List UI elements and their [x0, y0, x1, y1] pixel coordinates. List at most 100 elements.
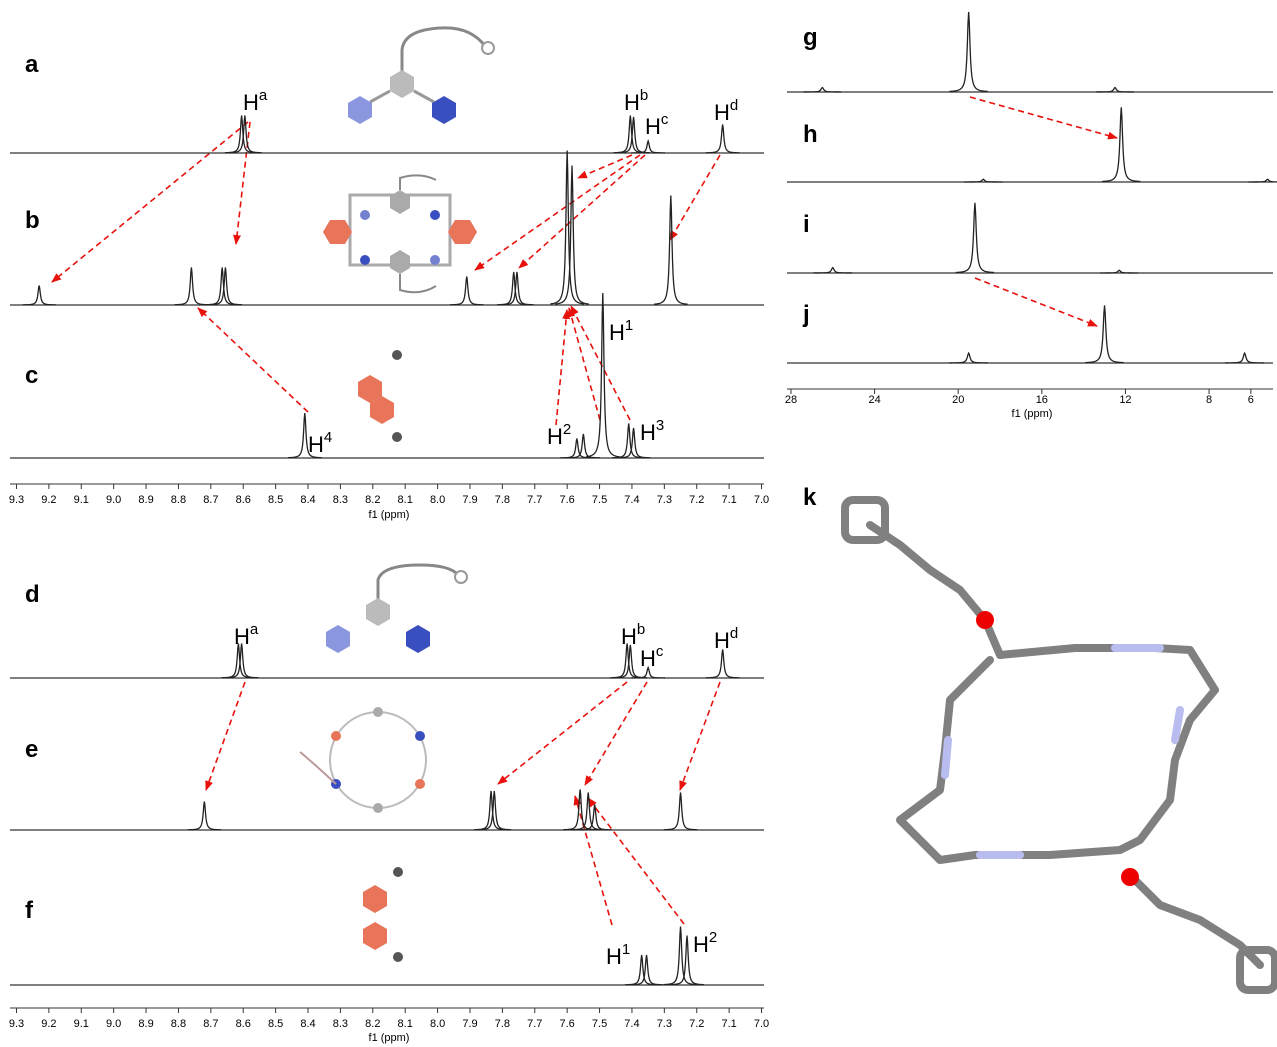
x-tick-label: 8.7 [203, 1018, 218, 1030]
peak-label-text: H [308, 432, 324, 457]
x-tick-label: 9.1 [74, 494, 89, 506]
x-tick-label: 7.0 [754, 494, 769, 506]
x-tick-label: 8.5 [268, 1018, 283, 1030]
x-tick-label: 7.1 [721, 1018, 736, 1030]
x-tick-label: 7.8 [495, 494, 510, 506]
peak [956, 203, 994, 273]
peak-label-sup: b [637, 621, 645, 638]
icon-f [363, 867, 403, 962]
x-tick-label: 16 [1036, 394, 1048, 406]
peak [630, 955, 664, 985]
peak-label: H1 [609, 317, 633, 345]
x-axis-label: f1 (ppm) [1012, 408, 1053, 420]
panel-label: e [25, 736, 38, 763]
x-tick-label: 8.0 [430, 1018, 445, 1030]
peak [22, 286, 56, 305]
peak [1225, 353, 1263, 363]
peak-label: Hd [714, 625, 738, 653]
peak-label: H1 [606, 941, 630, 969]
icon-a [348, 28, 494, 124]
peak-label: Hc [645, 111, 669, 139]
x-tick-label: 9.0 [106, 494, 121, 506]
x-tick-label: 9.1 [74, 1018, 89, 1030]
peak-label-text: H [640, 420, 656, 445]
peak-label-text: H [624, 90, 640, 115]
x-tick-label: 8.4 [300, 494, 315, 506]
peak-labels: Ha Hb Hc Hd H4 H1 H2 H3 Ha Hb Hc Hd H1 H… [234, 87, 738, 969]
arrow [206, 682, 245, 790]
panel-label: k [803, 484, 817, 511]
peak-label-sup: 3 [656, 417, 664, 434]
arrow [578, 155, 632, 178]
arrow [585, 682, 647, 785]
peak-label-sup: a [259, 87, 268, 104]
x-tick-label: 8.6 [236, 494, 251, 506]
x-tick-label: 7.5 [592, 494, 607, 506]
arrow [970, 97, 1117, 138]
peak-label: Hc [640, 643, 664, 671]
peak-label: Hb [621, 621, 645, 649]
x-tick-label: 8.7 [203, 494, 218, 506]
x-tick-label: 7.2 [689, 494, 704, 506]
x-tick-label: 8.5 [268, 494, 283, 506]
peak-label-sup: d [730, 97, 738, 114]
x-tick-label: 7.9 [462, 494, 477, 506]
peak-label-sup: a [250, 621, 259, 638]
x-tick-label: 7.9 [462, 1018, 477, 1030]
arrow [680, 682, 720, 790]
panel-label: b [25, 207, 40, 234]
spectrum-chart: 282420161286f1 (ppm)ghij [785, 12, 1277, 420]
x-axis-label: f1 (ppm) [369, 1032, 410, 1044]
peak [1085, 305, 1123, 362]
x-tick-label: 12 [1119, 394, 1131, 406]
x-tick-label: 7.6 [560, 1018, 575, 1030]
x-tick-label: 8.1 [398, 1018, 413, 1030]
panel-label: f [25, 897, 34, 924]
x-tick-label: 7.7 [527, 1018, 542, 1030]
peak-label: H2 [693, 929, 717, 957]
arrow [556, 310, 567, 425]
peak-label-text: H [609, 320, 625, 345]
peak [654, 196, 688, 305]
peak [560, 439, 594, 458]
peak [706, 650, 740, 678]
arrow [670, 155, 720, 240]
peak-label-text: H [714, 628, 730, 653]
peak-label-sup: 1 [625, 317, 633, 334]
peak-label: H2 [547, 421, 571, 449]
x-tick-label: 8.2 [365, 1018, 380, 1030]
x-tick-label: 7.2 [689, 1018, 704, 1030]
arrow [498, 682, 627, 784]
figure: Ha Hb Hc Hd H4 H1 H2 H3 Ha Hb Hc Hd H1 H… [0, 0, 1277, 1047]
panel-label: g [803, 24, 818, 51]
peak-label-text: H [621, 624, 637, 649]
x-tick-label: 7.1 [721, 494, 736, 506]
peak-label: Hb [624, 87, 648, 115]
peak [555, 166, 589, 305]
x-tick-label: 6 [1248, 394, 1254, 406]
peak-label: Ha [243, 87, 268, 115]
x-tick-label: 9.2 [41, 494, 56, 506]
peak [803, 88, 841, 92]
x-tick-label: 7.7 [527, 494, 542, 506]
x-tick-label: 8.3 [333, 494, 348, 506]
x-tick-label: 8.8 [171, 494, 186, 506]
x-tick-label: 9.2 [41, 1018, 56, 1030]
peak [625, 955, 659, 985]
icon-d [326, 565, 467, 653]
x-tick-label: 8.2 [365, 494, 380, 506]
peak-label: Hd [714, 97, 738, 125]
arrows [52, 97, 1117, 925]
x-tick-label: 8.9 [138, 1018, 153, 1030]
icons [300, 28, 1275, 990]
x-tick-label: 7.5 [592, 1018, 607, 1030]
peak [175, 268, 209, 305]
peak-label-sup: d [730, 625, 738, 642]
x-axis-label: f1 (ppm) [369, 509, 410, 521]
arrow [519, 155, 645, 268]
icon-c [358, 350, 402, 442]
x-tick-label: 9.3 [9, 1018, 24, 1030]
x-tick-label: 7.4 [624, 494, 639, 506]
x-tick-label: 7.3 [657, 1018, 672, 1030]
x-tick-label: 8.3 [333, 1018, 348, 1030]
